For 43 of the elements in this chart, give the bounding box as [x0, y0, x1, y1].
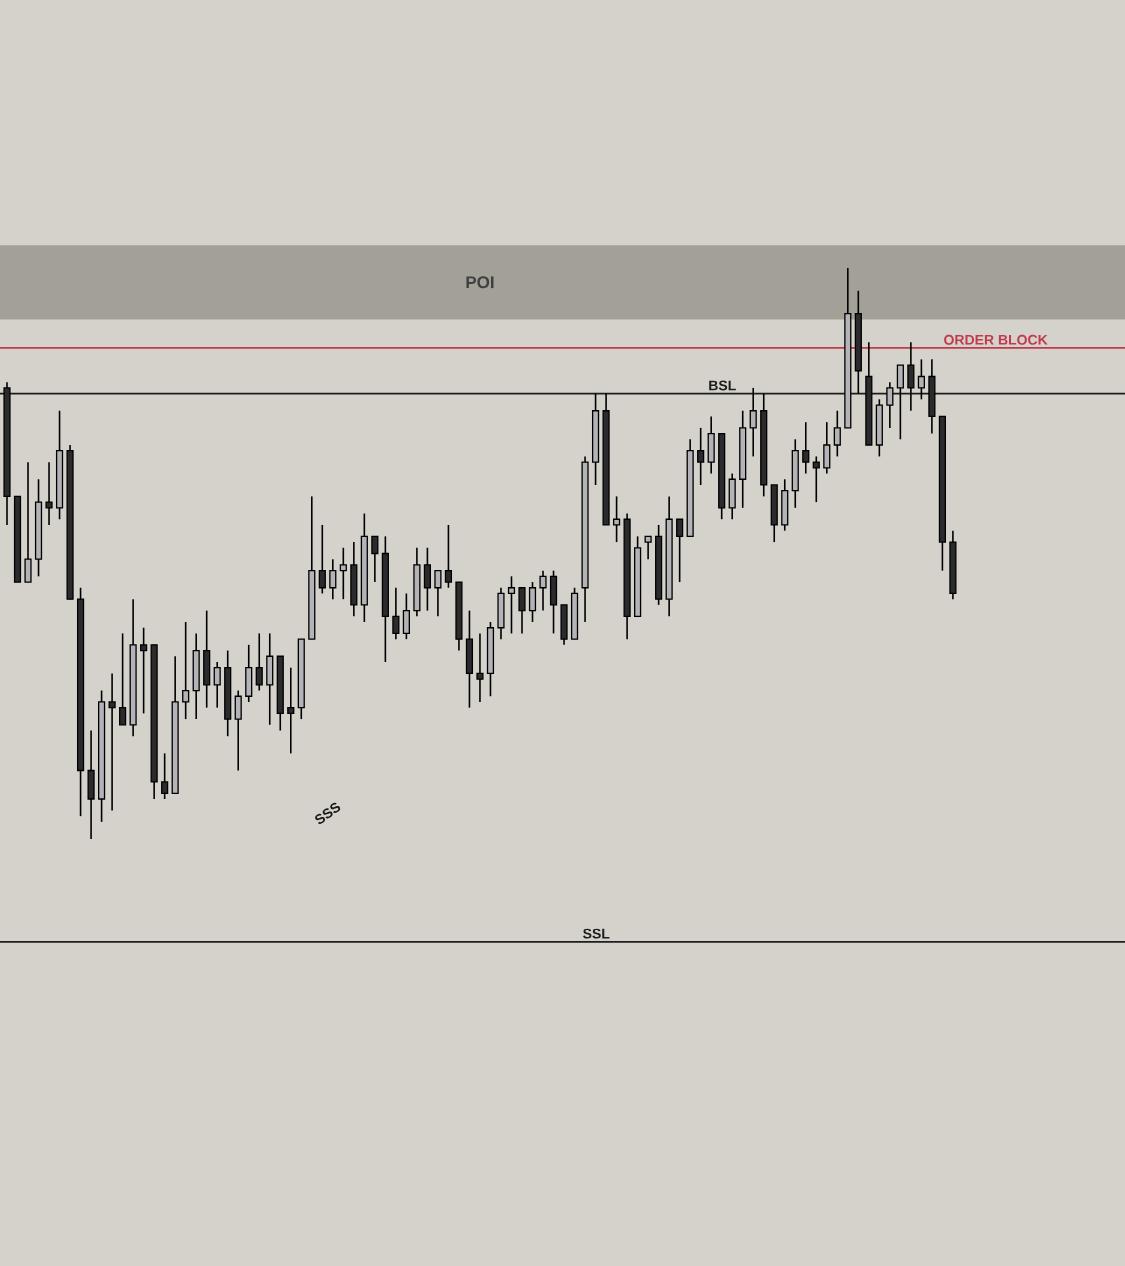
- ref-line-label: ORDER BLOCK: [944, 334, 1048, 345]
- candlestick: [287, 666, 295, 755]
- candlestick: [24, 461, 32, 583]
- candlestick: [402, 592, 410, 640]
- candlestick: [644, 535, 652, 560]
- candlestick: [833, 409, 841, 458]
- candlestick: [676, 518, 684, 583]
- annotation: SSS: [315, 802, 341, 824]
- candlestick: [749, 387, 757, 458]
- candlestick: [329, 558, 337, 600]
- candlestick: [182, 621, 190, 720]
- candlestick: [444, 524, 453, 589]
- candlestick: [339, 546, 347, 600]
- candlestick: [802, 421, 810, 475]
- candlestick: [823, 421, 831, 475]
- candlestick: [613, 495, 621, 543]
- candlestick: [886, 381, 894, 429]
- candlestick: [392, 586, 400, 640]
- candlestick: [161, 752, 169, 800]
- candlestick: [234, 689, 242, 772]
- candlestick: [434, 569, 442, 618]
- candlestick: [213, 661, 221, 709]
- candlestick: [812, 455, 820, 503]
- candlestick: [119, 632, 127, 726]
- candlestick: [140, 626, 148, 715]
- candlestick: [518, 586, 526, 635]
- candlestick: [371, 535, 379, 583]
- candlestick: [318, 524, 326, 595]
- candlestick: [423, 546, 431, 612]
- ref-line-label: BSL: [709, 380, 736, 391]
- candlestick: [528, 581, 537, 623]
- candlestick: [507, 575, 516, 635]
- candlestick: [896, 364, 904, 441]
- band-label: POI: [466, 276, 494, 289]
- candlestick: [45, 461, 53, 526]
- candlestick: [255, 632, 263, 692]
- candlestick: [539, 569, 547, 612]
- candlestick: [917, 358, 925, 401]
- candlestick: [476, 632, 484, 703]
- ref-line-label: SSL: [583, 928, 610, 939]
- candlestick: [108, 672, 116, 812]
- candlestick: [907, 341, 915, 412]
- candlestick: [697, 427, 705, 486]
